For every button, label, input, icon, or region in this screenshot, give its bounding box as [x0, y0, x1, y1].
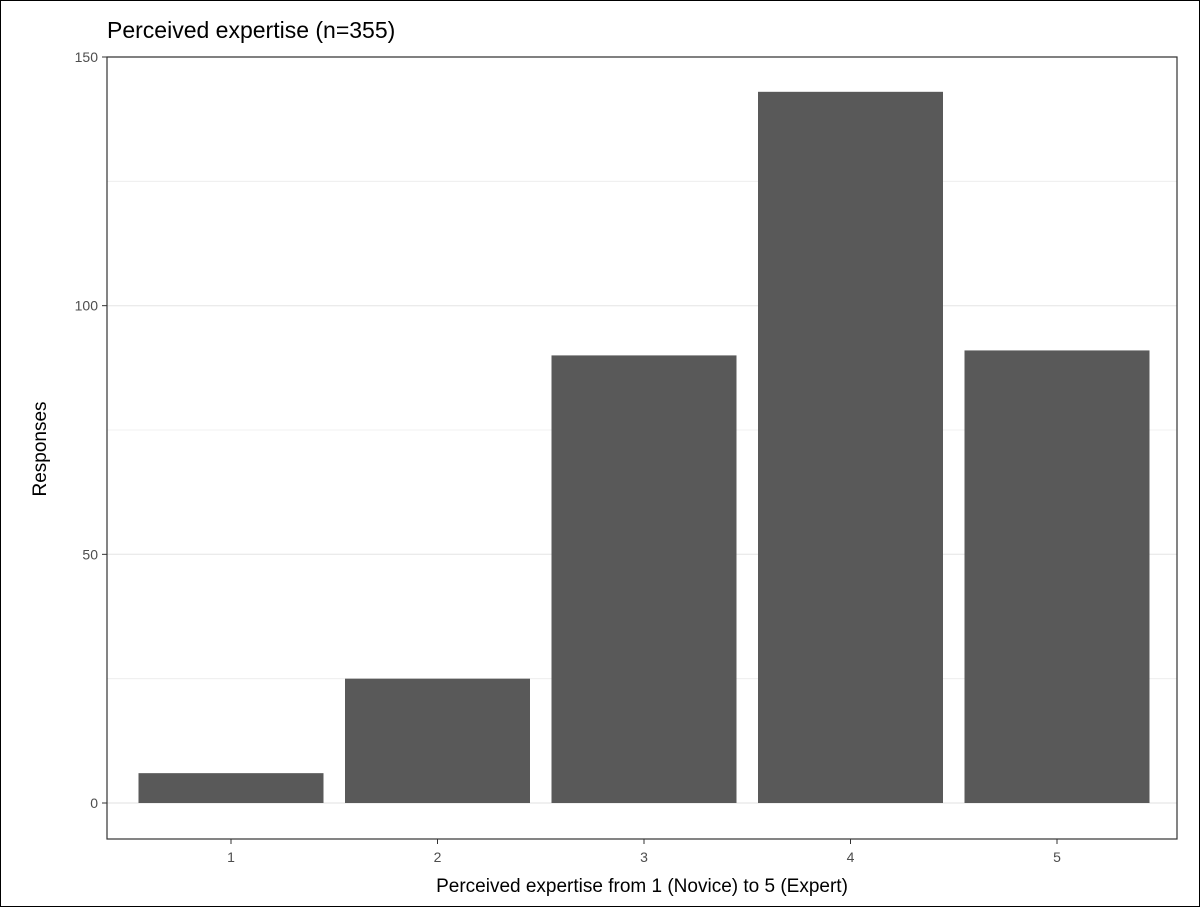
- bar-2: [345, 678, 530, 803]
- x-axis-ticks: 1 2 3 4 5: [227, 839, 1061, 865]
- chart-title: Perceived expertise (n=355): [107, 17, 395, 43]
- panel-border: [106, 56, 1178, 840]
- y-tick-label: 150: [75, 49, 99, 65]
- y-axis-ticks: 0 50 100 150: [75, 49, 107, 811]
- bar-5: [964, 350, 1150, 803]
- y-tick-label: 50: [82, 546, 98, 562]
- y-tick-label: 0: [90, 795, 98, 811]
- bars: [138, 91, 1150, 803]
- y-tick-label: 100: [75, 298, 99, 314]
- x-tick-label: 4: [847, 849, 855, 865]
- x-axis-label: Perceived expertise from 1 (Novice) to 5…: [436, 876, 848, 897]
- x-tick-label: 1: [227, 849, 235, 865]
- bar-1: [138, 773, 324, 803]
- y-axis-label: Responses: [30, 401, 51, 496]
- bar-4: [758, 91, 943, 803]
- x-tick-label: 3: [640, 849, 648, 865]
- bar-3: [551, 355, 737, 803]
- x-tick-label: 5: [1053, 849, 1061, 865]
- x-tick-label: 2: [434, 849, 442, 865]
